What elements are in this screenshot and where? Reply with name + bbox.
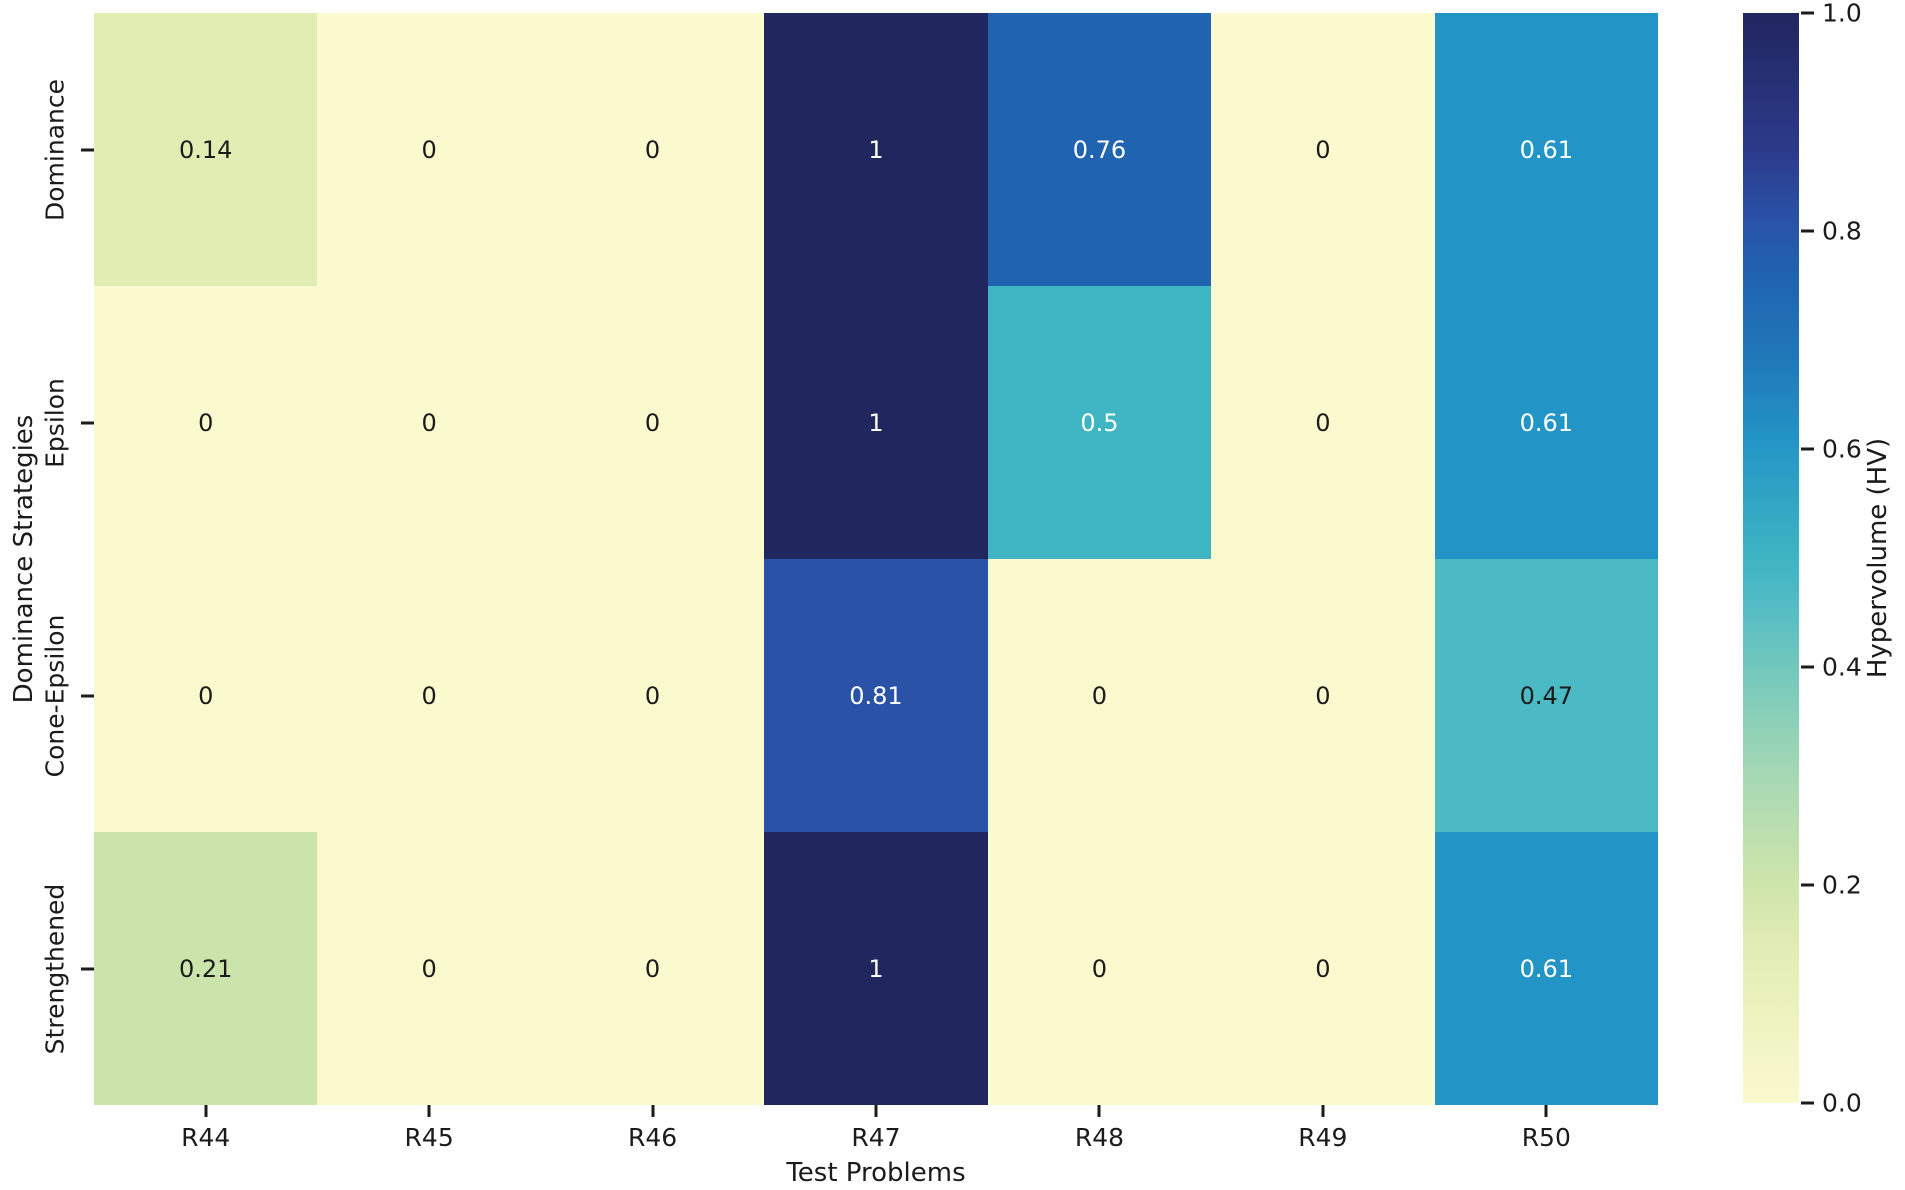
heatmap-cell: 0.81 xyxy=(764,559,988,832)
heatmap-cell: 0 xyxy=(987,832,1212,1105)
cell-value: 0 xyxy=(1091,681,1108,710)
x-tick-mark xyxy=(427,1105,431,1117)
y-tick-label: Epsilon xyxy=(40,377,70,468)
cell-value: 0 xyxy=(1315,954,1331,983)
heatmap-cell: 0 xyxy=(540,13,765,286)
x-tick-mark xyxy=(204,1105,208,1117)
cell-value: 0.61 xyxy=(1519,954,1573,983)
cell-value: 0 xyxy=(644,954,661,983)
heatmap-cell: 0 xyxy=(1211,832,1435,1105)
colorbar-tick-mark xyxy=(1801,665,1814,669)
y-tick-label: Cone-Epsilon xyxy=(40,614,70,777)
cell-value: 0.61 xyxy=(1519,408,1573,437)
x-tick-label: R50 xyxy=(1521,1123,1571,1152)
heatmap-cell: 1 xyxy=(764,832,988,1105)
cell-value: 0 xyxy=(421,954,437,983)
cell-value: 0 xyxy=(1315,681,1331,710)
cell-value: 1 xyxy=(868,954,884,983)
heatmap-cell: 0.14 xyxy=(94,13,318,286)
cell-value: 0 xyxy=(198,408,214,437)
heatmap-cell: 0 xyxy=(317,286,541,559)
colorbar-tick-label: 0.0 xyxy=(1822,1088,1862,1118)
cell-value: 0 xyxy=(198,681,214,710)
x-tick-mark xyxy=(1321,1105,1325,1117)
y-tick-mark xyxy=(81,148,94,151)
heatmap-cell: 0 xyxy=(317,832,541,1105)
x-axis-title: Test Problems xyxy=(786,1158,966,1188)
cell-value: 0 xyxy=(421,408,437,437)
heatmap-cell: 1 xyxy=(764,286,988,559)
colorbar-tick-label: 0.2 xyxy=(1822,870,1862,900)
heatmap-cell: 0 xyxy=(987,559,1212,832)
heatmap-cell: 0 xyxy=(317,13,541,286)
cell-value: 0.47 xyxy=(1519,681,1573,710)
heatmap-cell: 0 xyxy=(540,832,765,1105)
y-tick-mark xyxy=(81,967,94,970)
cell-value: 0 xyxy=(644,681,661,710)
colorbar-tick-mark xyxy=(1801,229,1814,233)
cell-value: 0 xyxy=(1315,408,1331,437)
y-tick-mark xyxy=(81,694,94,697)
heatmap-cell: 0 xyxy=(1211,13,1435,286)
heatmap-cell: 0 xyxy=(94,286,318,559)
heatmap-cell: 0 xyxy=(94,559,318,832)
x-tick-label: R47 xyxy=(851,1123,901,1152)
heatmap-cell: 0 xyxy=(1211,559,1435,832)
heatmap-cell: 0.5 xyxy=(987,286,1212,559)
colorbar-tick-label: 0.4 xyxy=(1822,652,1862,682)
cell-value: 0.61 xyxy=(1519,135,1573,164)
colorbar-title: Hypervolume (HV) xyxy=(1863,437,1893,679)
x-tick-label: R46 xyxy=(627,1123,678,1152)
colorbar-tick-mark xyxy=(1801,883,1814,887)
y-tick-mark xyxy=(81,421,94,424)
y-axis-title: Dominance Strategies xyxy=(9,414,39,704)
heatmap-cell: 0.61 xyxy=(1434,832,1658,1105)
heatmap-cell: 0.61 xyxy=(1434,286,1658,559)
x-tick-mark xyxy=(1544,1105,1548,1117)
x-tick-label: R44 xyxy=(181,1123,231,1152)
x-tick-mark xyxy=(1097,1105,1101,1117)
y-tick-label: Strengthened xyxy=(40,883,70,1054)
colorbar-tick-mark xyxy=(1801,447,1814,451)
cell-value: 1 xyxy=(868,408,884,437)
cell-value: 0 xyxy=(644,408,661,437)
heatmap-cell: 0 xyxy=(540,559,765,832)
x-tick-label: R48 xyxy=(1074,1123,1125,1152)
cell-value: 0.81 xyxy=(849,681,903,710)
cell-value: 0.14 xyxy=(178,135,233,164)
heatmap-cell: 0 xyxy=(540,286,765,559)
heatmap-cell: 0.61 xyxy=(1434,13,1658,286)
heatmap-grid: 0.14 0 0 1 0.76 0 0.61 0 0 0 1 0.5 0 0.61 0 0 0 0.81 0 0 0.4… xyxy=(94,13,1658,1105)
cell-value: 0 xyxy=(421,681,437,710)
heatmap-cell: 0.47 xyxy=(1434,559,1658,832)
colorbar xyxy=(1743,13,1799,1103)
heatmap-cell: 0.76 xyxy=(987,13,1212,286)
colorbar-tick-label: 1.0 xyxy=(1822,0,1862,28)
colorbar-tick-mark xyxy=(1801,11,1814,15)
cell-value: 0.76 xyxy=(1072,135,1127,164)
cell-value: 0 xyxy=(421,135,437,164)
heatmap-cell: 0 xyxy=(317,559,541,832)
x-tick-mark xyxy=(651,1105,655,1117)
cell-value: 0 xyxy=(1091,954,1108,983)
cell-value: 0 xyxy=(644,135,661,164)
heatmap-cell: 1 xyxy=(764,13,988,286)
cell-value: 0 xyxy=(1315,135,1331,164)
colorbar-tick-mark xyxy=(1801,1101,1814,1105)
heatmap-cell: 0.21 xyxy=(94,832,318,1105)
x-tick-label: R45 xyxy=(404,1123,454,1152)
cell-value: 0.21 xyxy=(178,954,233,983)
colorbar-tick-label: 0.8 xyxy=(1822,216,1862,246)
colorbar-tick-label: 0.6 xyxy=(1822,434,1862,464)
y-tick-label: Dominance xyxy=(40,78,70,221)
heatmap-cell: 0 xyxy=(1211,286,1435,559)
x-tick-mark xyxy=(874,1105,878,1117)
cell-value: 0.5 xyxy=(1080,408,1119,437)
cell-value: 1 xyxy=(868,135,884,164)
x-tick-label: R49 xyxy=(1298,1123,1348,1152)
